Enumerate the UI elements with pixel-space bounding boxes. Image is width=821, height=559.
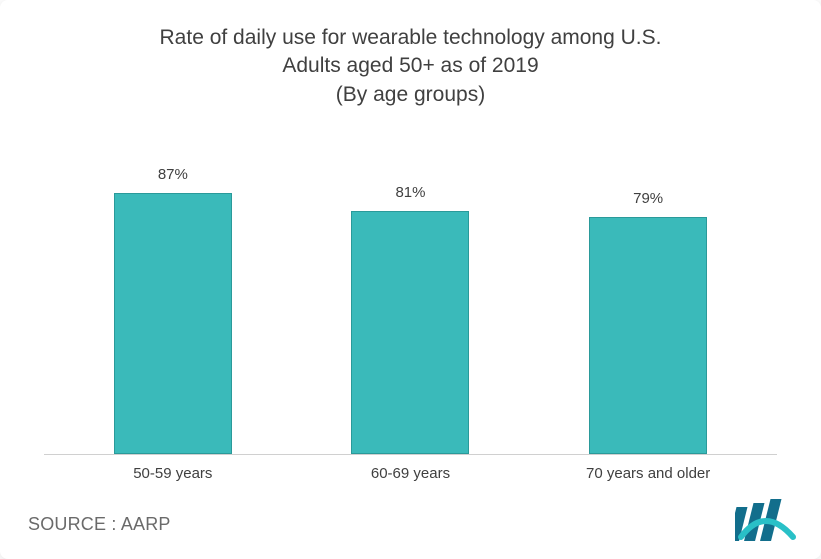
source-label: SOURCE : AARP: [28, 514, 171, 535]
title-line-2: Adults aged 50+ as of 2019: [282, 54, 538, 77]
x-axis-labels: 50-59 years 60-69 years 70 years and old…: [44, 465, 777, 482]
bar-group: 79%: [573, 190, 723, 454]
title-line-3: (By age groups): [336, 83, 485, 106]
brand-logo-icon: [735, 497, 799, 541]
bar: [351, 211, 469, 454]
x-axis-label: 50-59 years: [98, 465, 248, 482]
bar-group: 81%: [335, 184, 485, 454]
chart-plot-area: 87% 81% 79%: [44, 135, 777, 455]
chart-card: Rate of daily use for wearable technolog…: [0, 0, 821, 559]
chart-title: Rate of daily use for wearable technolog…: [101, 24, 721, 109]
title-line-1: Rate of daily use for wearable technolog…: [160, 26, 662, 49]
bar: [589, 217, 707, 454]
bar-value-label: 81%: [395, 184, 425, 201]
bar: [114, 193, 232, 454]
bar-value-label: 87%: [158, 166, 188, 183]
x-axis-label: 60-69 years: [335, 465, 485, 482]
bar-value-label: 79%: [633, 190, 663, 207]
x-axis-label: 70 years and older: [573, 465, 723, 482]
bar-group: 87%: [98, 166, 248, 454]
